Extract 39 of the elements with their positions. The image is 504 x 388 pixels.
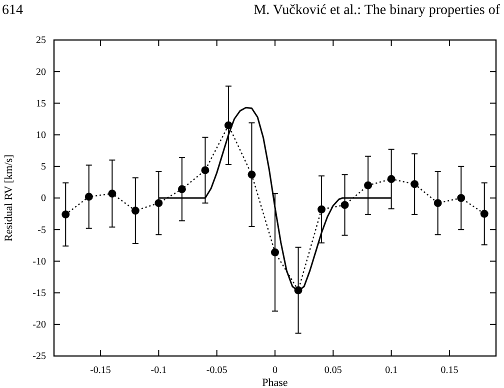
point [434,199,442,208]
y-tick-label: 25 [36,35,46,46]
point [84,192,93,201]
point [131,206,140,215]
y-tick-label: -5 [38,224,46,236]
point [62,210,70,218]
x-tick-label: 0.15 [440,365,458,376]
point [410,180,419,188]
x-tick-label: 0.05 [324,365,342,376]
x-tick-label: 0.1 [385,365,398,376]
point [178,185,186,194]
x-tick-label: -0.05 [206,365,228,376]
y-axis-title: Residual RV [km/s] [3,154,15,242]
point [457,194,466,202]
point [387,175,396,184]
point [108,190,116,198]
text: 614 [2,3,23,18]
y-tick-label: 10 [36,130,46,141]
y-tick-label: 0 [41,193,46,204]
point [201,166,210,174]
point [154,199,163,208]
y-tick-label: -10 [32,256,46,268]
point [364,181,372,190]
y-tick-label: -15 [32,288,46,299]
point [340,200,349,209]
x-axis-title: Phase [262,377,288,388]
y-tick-label: 15 [36,98,46,110]
y-tick-label: 5 [41,162,46,173]
y-tick-label: -25 [32,351,46,362]
x-tick-label: -0.15 [90,365,111,376]
x-tick-label: -0.1 [150,365,167,376]
point [480,210,488,218]
x-tick-label: 0 [272,365,278,376]
y-tick-label: 20 [36,66,46,78]
y-tick-label: -20 [32,320,46,331]
text: M. Vučković et al.: The binary properties of [254,3,500,18]
point [271,248,279,256]
point [318,205,326,214]
point [248,170,256,179]
